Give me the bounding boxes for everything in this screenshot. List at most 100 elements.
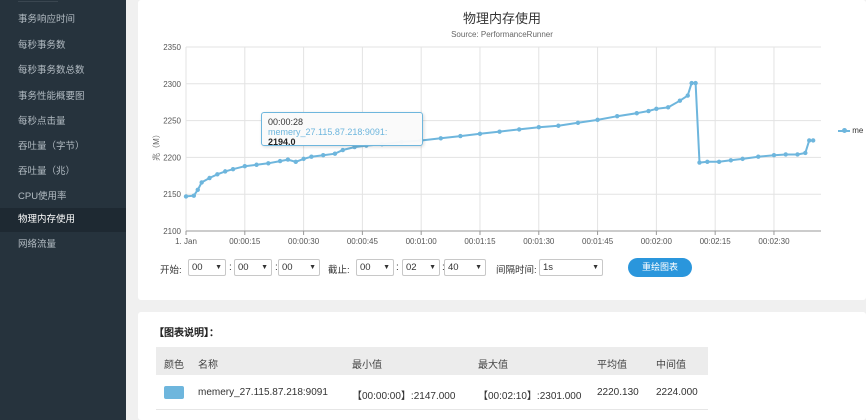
x-tick-label: 00:01:30 bbox=[523, 237, 555, 246]
data-point bbox=[254, 162, 259, 167]
data-point bbox=[646, 108, 651, 114]
data-point bbox=[807, 138, 812, 143]
y-tick-label: 2200 bbox=[163, 153, 181, 162]
sidebar-item-transaction-response-time[interactable]: 事务响应时间 bbox=[18, 14, 76, 25]
sidebar-item-throughput-bytes[interactable]: 吞吐量（字节） bbox=[18, 141, 85, 152]
interval-select[interactable]: 1s ▼ bbox=[539, 259, 603, 276]
data-point bbox=[285, 157, 291, 162]
sidebar-item-cpu-usage[interactable]: CPU使用率 bbox=[18, 191, 67, 202]
sidebar-item-tps-total[interactable]: 每秒事务数总数 bbox=[18, 65, 85, 76]
data-point bbox=[293, 159, 298, 165]
data-point bbox=[756, 154, 761, 159]
start-minute-select[interactable]: 00 ▼ bbox=[234, 259, 272, 276]
y-tick-label: 2100 bbox=[163, 227, 181, 236]
chart-panel: 物理内存使用 Source: PerformanceRunner 兆（M） 21… bbox=[138, 0, 866, 300]
chevron-down-icon: ▼ bbox=[383, 264, 390, 271]
data-point bbox=[705, 159, 710, 165]
chevron-down-icon: ▼ bbox=[309, 264, 316, 271]
sidebar-item-throughput-mb[interactable]: 吞吐量（兆） bbox=[18, 166, 76, 177]
series-name: memery_27.115.87.218:9091 bbox=[198, 387, 328, 398]
x-tick-label: 00:01:15 bbox=[464, 237, 496, 246]
data-point bbox=[685, 93, 690, 98]
interval-label: 间隔时间: bbox=[496, 265, 537, 276]
sidebar: 事务响应时间 每秒事务数 每秒事务数总数 事务性能概要图 每秒点击量 吞吐量（字… bbox=[0, 0, 126, 420]
end-second-select[interactable]: 40 ▼ bbox=[444, 259, 486, 276]
data-point bbox=[340, 147, 345, 153]
time-colon: : bbox=[229, 262, 232, 273]
data-point bbox=[654, 106, 659, 112]
x-tick-label: 00:00:30 bbox=[288, 237, 320, 246]
x-tick-label: 00:00:45 bbox=[347, 237, 379, 246]
interval-value: 1s bbox=[543, 262, 554, 273]
data-point bbox=[497, 129, 502, 134]
series-max: 【00:02:10】:2301.000 bbox=[478, 391, 582, 402]
x-tick-label: 00:01:45 bbox=[582, 237, 614, 246]
data-point bbox=[728, 158, 734, 163]
data-point bbox=[595, 117, 600, 123]
data-point bbox=[810, 138, 816, 143]
end-minute-select[interactable]: 02 ▼ bbox=[402, 259, 440, 276]
chevron-down-icon: ▼ bbox=[261, 264, 268, 271]
end-label: 截止: bbox=[328, 265, 350, 276]
data-point bbox=[277, 158, 283, 164]
end-minute-value: 02 bbox=[406, 262, 417, 273]
chart-description-panel: 【图表说明】： 颜色 名称 最小值 最大值 平均值 中间值 memery_27.… bbox=[138, 312, 866, 420]
data-point bbox=[697, 160, 702, 165]
legend-label: me bbox=[852, 126, 864, 135]
header-min: 最小值 bbox=[352, 360, 382, 371]
chevron-down-icon: ▼ bbox=[592, 264, 599, 271]
sidebar-item-hits-per-second[interactable]: 每秒点击量 bbox=[18, 116, 66, 127]
header-color: 颜色 bbox=[164, 360, 184, 371]
end-second-value: 40 bbox=[448, 262, 459, 273]
time-colon: : bbox=[275, 262, 278, 273]
x-tick-label: 1. Jan bbox=[175, 237, 197, 246]
data-point bbox=[438, 136, 443, 141]
sidebar-item-network-traffic[interactable]: 网络流量 bbox=[18, 239, 57, 250]
x-tick-label: 00:02:00 bbox=[641, 237, 673, 246]
data-point bbox=[556, 123, 561, 128]
chevron-down-icon: ▼ bbox=[475, 264, 482, 271]
y-tick-label: 2350 bbox=[163, 43, 181, 52]
x-tick-label: 00:02:15 bbox=[700, 237, 732, 246]
data-point bbox=[693, 80, 698, 86]
sidebar-item-transaction-summary[interactable]: 事务性能概要图 bbox=[18, 91, 85, 102]
data-point bbox=[536, 125, 541, 130]
header-median: 中间值 bbox=[656, 360, 686, 371]
chevron-down-icon: ▼ bbox=[429, 264, 436, 271]
data-point bbox=[614, 113, 620, 119]
start-hour-select[interactable]: 00 ▼ bbox=[188, 259, 226, 276]
series-color-swatch bbox=[164, 386, 184, 399]
chart-legend[interactable]: me bbox=[838, 126, 863, 135]
data-point bbox=[266, 161, 271, 166]
redraw-chart-button[interactable]: 重绘图表 bbox=[628, 258, 692, 277]
end-hour-select[interactable]: 00 ▼ bbox=[356, 259, 394, 276]
start-second-value: 00 bbox=[282, 262, 293, 273]
tooltip-body: memery_27.115.87.218:9091: 2194.0 bbox=[268, 127, 416, 147]
data-point bbox=[222, 169, 228, 174]
stats-table-header: 颜色 名称 最小值 最大值 平均值 中间值 bbox=[156, 347, 708, 375]
memory-line-chart[interactable]: 2100 2150 2200 2250 2300 2350 1. Jan 00:00:15 00… bbox=[138, 0, 866, 300]
y-tick-label: 2250 bbox=[163, 117, 181, 126]
tooltip-value: 2194.0 bbox=[268, 137, 296, 147]
data-point bbox=[195, 187, 200, 192]
data-point bbox=[783, 152, 788, 157]
data-point bbox=[665, 105, 671, 110]
end-hour-value: 00 bbox=[360, 262, 371, 273]
tooltip-time: 00:00:28 bbox=[268, 117, 304, 127]
data-point bbox=[716, 159, 722, 165]
sidebar-item-physical-memory[interactable]: 物理内存使用 bbox=[0, 208, 126, 232]
chevron-down-icon: ▼ bbox=[215, 264, 222, 271]
data-point bbox=[301, 156, 306, 162]
table-row: memery_27.115.87.218:9091 【00:00:00】:214… bbox=[156, 376, 708, 410]
data-point bbox=[320, 152, 326, 158]
x-tick-label: 00:02:30 bbox=[758, 237, 790, 246]
data-point bbox=[516, 127, 522, 132]
tooltip-series: memery_27.115.87.218:9091: bbox=[268, 127, 388, 137]
data-point bbox=[199, 180, 204, 185]
series-avg: 2220.130 bbox=[597, 387, 639, 398]
sidebar-item-tps[interactable]: 每秒事务数 bbox=[18, 40, 66, 51]
data-point bbox=[795, 152, 800, 157]
header-name: 名称 bbox=[198, 360, 218, 371]
start-second-select[interactable]: 00 ▼ bbox=[278, 259, 320, 276]
y-tick-label: 2150 bbox=[163, 190, 181, 199]
